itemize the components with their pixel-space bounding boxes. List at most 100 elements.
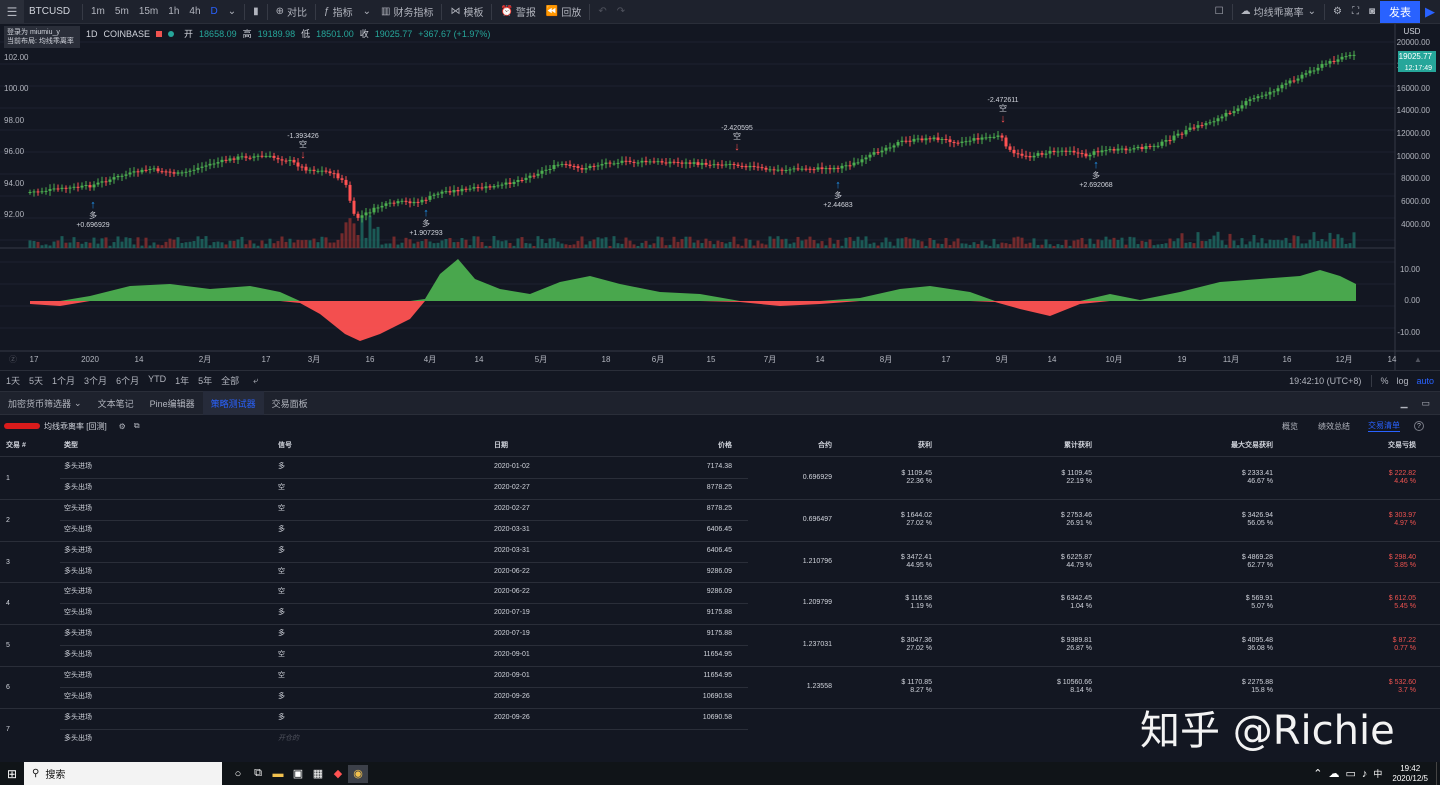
redo-icon[interactable]: ↷	[616, 6, 626, 17]
cortana-icon[interactable]: ○	[234, 767, 242, 780]
chrome-icon[interactable]: ◉	[348, 764, 368, 783]
exit-date: 2020-02-27	[494, 483, 530, 491]
ime-label[interactable]: 中	[1373, 769, 1383, 779]
windows-start-icon[interactable]: ⊞	[6, 766, 18, 781]
log-toggle[interactable]: log	[1396, 375, 1409, 386]
column-header[interactable]: 累计获利	[1064, 442, 1092, 449]
help-icon[interactable]: ?	[1414, 421, 1424, 431]
range-6[interactable]: 1年	[175, 376, 190, 386]
maximize-icon[interactable]: ▭	[1421, 397, 1430, 408]
menu-icon[interactable]: ☰	[0, 0, 24, 24]
volume-icon[interactable]: ♪	[1361, 767, 1368, 780]
expand-icon[interactable]: ⛶	[1351, 6, 1359, 17]
column-header[interactable]: 合约	[818, 442, 832, 449]
chevron-down-icon[interactable]: ⌄	[227, 6, 237, 17]
column-header[interactable]: 日期	[494, 442, 508, 449]
settings-icon[interactable]: ⚙	[118, 421, 126, 431]
candle-type-icon[interactable]: ▮	[253, 6, 259, 17]
layout-button[interactable]: ☁ 均线乖离率 ⌄	[1236, 0, 1321, 24]
candle-body	[124, 174, 128, 176]
res-15m[interactable]: 15m	[138, 6, 159, 17]
res-4h[interactable]: 4h	[189, 6, 201, 17]
view-performance[interactable]: 绩效总结	[1318, 421, 1350, 431]
app-icon[interactable]: ◆	[333, 768, 343, 780]
res-1d[interactable]: D	[210, 6, 218, 17]
goto-date-icon[interactable]: ⤶	[253, 375, 259, 385]
percent-toggle[interactable]: %	[1380, 375, 1389, 386]
compare-button[interactable]: ⊕ 对比	[271, 0, 312, 24]
chevron-up-icon[interactable]: ⌃	[1313, 768, 1323, 780]
column-header[interactable]: 最大交易获利	[1231, 442, 1273, 449]
time-axis-label: 2020	[81, 355, 99, 364]
candle-body	[1208, 122, 1212, 124]
taskbar-clock[interactable]: 19:42 2020/12/5	[1392, 764, 1428, 784]
candle-body	[920, 138, 924, 141]
camera-icon[interactable]: ◙	[1368, 6, 1375, 17]
play-icon[interactable]: ▶	[1425, 3, 1435, 19]
gear-icon[interactable]: ⚙	[1332, 6, 1342, 17]
chart-area[interactable]: ↑ 多 +0.696929 -1.393426 空 ↓ ↑ 多 +1.907293 -2.4205…	[0, 24, 1440, 370]
calculator-icon[interactable]: ▦	[312, 768, 324, 780]
network-icon[interactable]: ▭	[1345, 768, 1356, 780]
undo-icon[interactable]: ↶	[598, 6, 607, 17]
tab-crypto-screener[interactable]: 加密货币筛选器 ⌄	[0, 391, 90, 415]
indicators-button[interactable]: ƒ 指标	[319, 0, 358, 24]
res-1m[interactable]: 1m	[91, 6, 105, 17]
source-code-icon[interactable]: ⧉	[133, 421, 140, 430]
range-0[interactable]: 1天	[6, 376, 21, 386]
range-5[interactable]: YTD	[148, 374, 167, 384]
minimize-icon[interactable]: ▁	[1400, 397, 1408, 408]
last-price-box	[1398, 51, 1436, 62]
column-header[interactable]: 类型	[64, 442, 78, 449]
range-4[interactable]: 6个月	[116, 376, 140, 386]
cum-profit-pct: 22.19 %	[1066, 477, 1092, 485]
range-7[interactable]: 5年	[198, 376, 213, 386]
replay-button[interactable]: ⏪ 回放	[541, 0, 586, 24]
range-bar: 1天 5天 1个月 3个月 6个月 YTD 1年 5年 全部 ⤶ 19:42:10 (UTC+8…	[0, 370, 1440, 390]
volume-bar	[548, 238, 552, 248]
candle-body	[252, 156, 256, 158]
symbol-search[interactable]: BTCUSD	[29, 6, 71, 17]
cloud-icon[interactable]: ☁	[1328, 768, 1340, 780]
column-header[interactable]: 信号	[278, 442, 292, 449]
store-icon[interactable]: ▣	[292, 768, 304, 780]
column-header[interactable]: 交易 #	[6, 442, 26, 449]
res-1h[interactable]: 1h	[168, 6, 180, 17]
view-overview[interactable]: 概览	[1282, 421, 1298, 431]
fullscreen-square-icon[interactable]: ☐	[1214, 6, 1224, 17]
taskbar-search[interactable]: ⚲ 搜索	[24, 762, 222, 785]
clock: 19:42:10 (UTC+8)	[1289, 375, 1362, 386]
file-explorer-icon[interactable]: ▬	[272, 767, 284, 780]
templates-button[interactable]: ⋈ 模板	[445, 0, 488, 24]
financials-button[interactable]: ▥ 财务指标	[376, 0, 438, 24]
arrow-down-icon: ↓	[1000, 113, 1006, 125]
range-8[interactable]: 全部	[221, 376, 240, 386]
task-view-icon[interactable]: ⧉	[254, 767, 262, 779]
candle-body	[928, 138, 932, 140]
res-5m[interactable]: 5m	[114, 6, 129, 17]
column-header[interactable]: 价格	[718, 442, 732, 449]
tab-text-notes[interactable]: 文本笔记	[97, 398, 134, 409]
tab-strategy-tester[interactable]: 策略测试器	[202, 391, 264, 415]
view-trade-list[interactable]: 交易清单	[1368, 421, 1400, 432]
candle-body	[140, 169, 144, 173]
candle-body	[916, 138, 920, 140]
volume-bar	[908, 238, 912, 248]
trade-divider	[0, 624, 1440, 626]
auto-toggle[interactable]: auto	[1416, 375, 1434, 386]
show-desktop[interactable]	[1436, 762, 1440, 785]
column-header[interactable]: 获利	[918, 442, 932, 449]
tab-pine-editor[interactable]: Pine编辑器	[149, 398, 195, 409]
alerts-button[interactable]: ⏰ 警报	[495, 0, 540, 24]
chevron-down-icon[interactable]: ⌄	[362, 6, 371, 17]
candle-body	[540, 170, 544, 174]
volume-bar	[868, 243, 872, 248]
column-header[interactable]: 交易亏损	[1388, 442, 1416, 449]
entry-price: 11654.95	[703, 672, 732, 679]
price-chart-svg[interactable]: ↑多+0.696929-1.393426空↓↑多+1.907293-2.4205…	[0, 24, 1440, 370]
publish-button[interactable]: 发表	[1380, 0, 1420, 23]
range-2[interactable]: 1个月	[52, 376, 76, 386]
tab-trading-panel[interactable]: 交易面板	[271, 398, 308, 409]
range-3[interactable]: 3个月	[84, 376, 108, 386]
range-1[interactable]: 5天	[29, 376, 44, 386]
